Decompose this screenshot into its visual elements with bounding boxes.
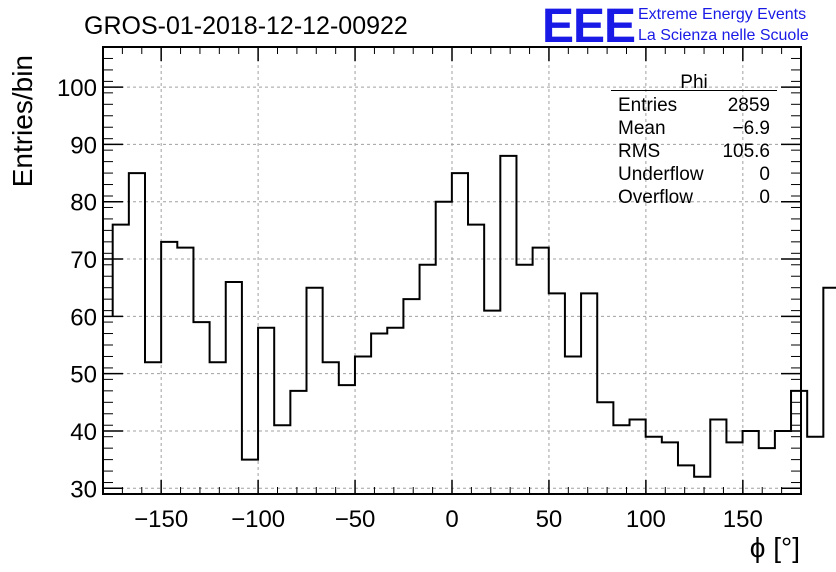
histogram-bin	[807, 437, 823, 494]
histogram-bin	[823, 288, 836, 494]
histogram-bin	[177, 248, 193, 494]
stats-label-rms: RMS	[618, 141, 660, 162]
plot-frame	[102, 46, 802, 495]
y-tick-label: 100	[57, 75, 97, 102]
histogram-bin	[436, 202, 452, 494]
x-tick-label: −50	[335, 506, 376, 533]
histogram-bin	[339, 385, 355, 494]
histogram-series-line	[111, 154, 836, 478]
y-tick-label: 80	[70, 190, 97, 217]
x-tick-label: −150	[134, 506, 188, 533]
histogram-bin	[258, 328, 274, 494]
eee-logo: EEE	[542, 0, 635, 53]
histogram-bin	[145, 362, 161, 494]
histogram-bin	[290, 391, 306, 494]
histogram-bin	[678, 465, 694, 494]
stats-label-overflow: Overflow	[618, 187, 693, 208]
logo-line-1: Extreme Energy Events	[638, 6, 806, 23]
histogram-bin	[759, 448, 775, 494]
histogram-bin	[403, 299, 419, 494]
stats-title-rule	[611, 90, 777, 91]
histogram-bin	[710, 420, 726, 495]
x-axis-ticks: −150 −100 −50 0 50 100 150	[121, 47, 783, 533]
histogram-bin	[597, 402, 613, 494]
y-tick-label: 30	[70, 476, 97, 503]
stats-label-mean: Mean	[618, 118, 666, 139]
stats-value-mean: −6.9	[732, 118, 770, 139]
y-axis-ticks: 30 40 50 60 70 80 90 100	[57, 46, 801, 503]
stats-box: Phi Entries 2859 Mean −6.9 RMS 105.6 Und…	[611, 72, 777, 208]
histogram-bins	[113, 156, 836, 494]
y-tick-label: 60	[70, 304, 97, 331]
logo-line-2: La Scienza nelle Scuole	[638, 27, 809, 44]
histogram-bin	[516, 265, 532, 494]
histogram-bin	[484, 311, 500, 494]
histogram-bin	[646, 437, 662, 494]
stats-value-underflow: 0	[759, 164, 770, 185]
histogram-bin	[274, 425, 290, 494]
stats-label-entries: Entries	[618, 95, 677, 116]
run-title: GROS-01-2018-12-12-00922	[84, 12, 408, 40]
histogram-bin	[371, 334, 387, 494]
histogram-bin	[420, 265, 436, 494]
histogram-bin	[775, 431, 791, 494]
stats-value-entries: 2859	[728, 95, 770, 116]
histogram-bin	[113, 225, 129, 494]
histogram-bin	[468, 225, 484, 494]
histogram-bin	[307, 288, 323, 494]
stats-label-underflow: Underflow	[618, 164, 704, 185]
stats-value-overflow: 0	[759, 187, 770, 208]
y-tick-label: 90	[70, 132, 97, 159]
x-tick-label: 100	[626, 506, 666, 533]
histogram-bin	[242, 460, 258, 494]
y-tick-label: 70	[70, 247, 97, 274]
x-tick-label: −100	[231, 506, 285, 533]
x-tick-label: 50	[536, 506, 563, 533]
histogram-bin	[129, 173, 145, 494]
histogram-bin	[630, 420, 646, 495]
histogram-bin	[387, 328, 403, 494]
histogram-bin	[581, 293, 597, 494]
stats-value-rms: 105.6	[722, 141, 770, 162]
x-axis-label: ϕ [°]	[750, 532, 800, 563]
histogram-bin	[210, 362, 226, 494]
y-tick-label: 40	[70, 419, 97, 446]
histogram-bin	[500, 156, 516, 494]
histogram-bin	[452, 173, 468, 494]
histogram-bin	[613, 425, 629, 494]
stats-title: Phi	[680, 72, 707, 93]
y-tick-label: 50	[70, 362, 97, 389]
histogram-bin	[323, 362, 339, 494]
histogram-bin	[193, 322, 209, 494]
histogram-bin	[355, 356, 371, 494]
histogram-bin	[662, 442, 678, 494]
histogram-bin	[161, 242, 177, 494]
histogram-bin	[226, 282, 242, 494]
histogram-bin	[694, 477, 710, 494]
histogram-bin	[791, 391, 807, 494]
histogram-bin	[533, 248, 549, 494]
x-tick-label: 150	[723, 506, 763, 533]
histogram-bin	[549, 293, 565, 494]
histogram-bin	[565, 356, 581, 494]
histogram-bin	[726, 442, 742, 494]
histogram-bin	[743, 431, 759, 494]
y-axis-label: Entries/bin	[7, 55, 38, 187]
x-tick-label: 0	[445, 506, 458, 533]
